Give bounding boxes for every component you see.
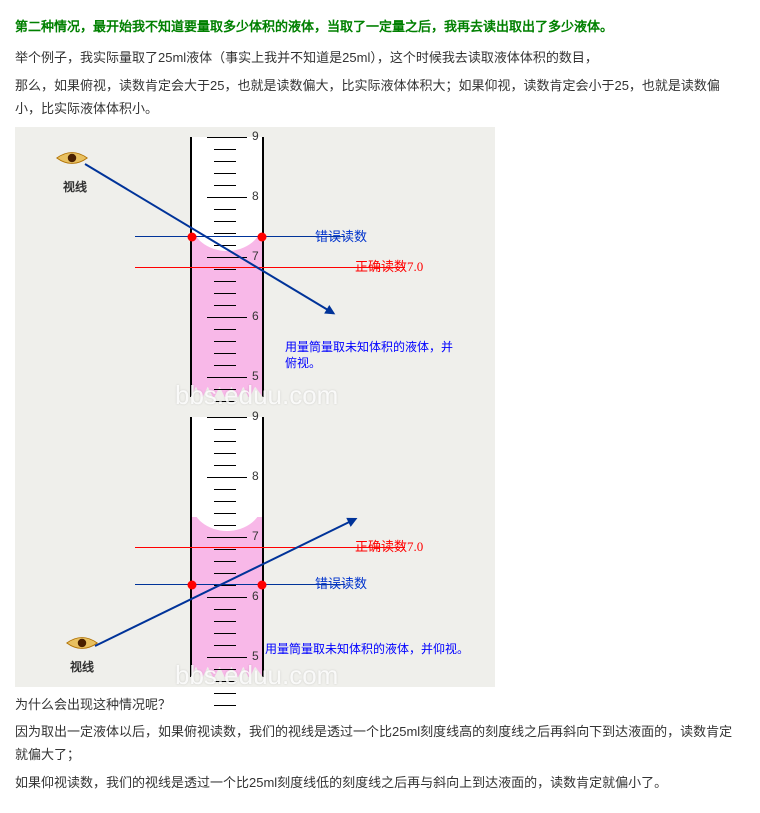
tick-label: 8 [252, 466, 259, 488]
tick-minor [214, 681, 236, 682]
tick-minor [214, 221, 236, 222]
paragraph-2: 那么，如果俯视，读数肯定会大于25，也就是读数偏大，比实际液体体积大；如果仰视，… [15, 74, 745, 121]
tick-major [207, 537, 247, 538]
tick-label: 9 [252, 406, 259, 428]
tick-major [207, 477, 247, 478]
diagram-top-view: 98765 视线 错误读数 正确读数7.0 用量筒量取未知体积的液体，并 俯视。… [15, 127, 495, 407]
tick-minor [214, 269, 236, 270]
tick-label: 9 [252, 126, 259, 148]
eye-icon [65, 632, 99, 654]
tick-minor [214, 441, 236, 442]
tick-minor [214, 513, 236, 514]
tick-minor [214, 561, 236, 562]
tick-minor [214, 453, 236, 454]
tick-label: 8 [252, 186, 259, 208]
tick-minor [214, 161, 236, 162]
paragraph-4: 因为取出一定液体以后，如果俯视读数，我们的视线是透过一个比25ml刻度线高的刻度… [15, 720, 745, 767]
paragraph-5: 如果仰视读数，我们的视线是透过一个比25ml刻度线低的刻度线之后再与斜向上到达液… [15, 771, 745, 794]
tick-major [207, 317, 247, 318]
tick-label: 6 [252, 306, 259, 328]
tick-minor [214, 365, 236, 366]
wrong-reading-line [135, 584, 345, 586]
tick-minor [214, 525, 236, 526]
tick-minor [214, 621, 236, 622]
tick-minor [214, 185, 236, 186]
tick-minor [214, 149, 236, 150]
section-title: 第二种情况，最开始我不知道要量取多少体积的液体，当取了一定量之后，我再去读出取出… [15, 15, 745, 38]
eye-label: 视线 [63, 177, 87, 199]
tick-minor [214, 389, 236, 390]
tick-minor [214, 401, 236, 402]
tick-minor [214, 693, 236, 694]
dot-left-wrong [188, 232, 197, 241]
tick-major [207, 197, 247, 198]
tick-major [207, 597, 247, 598]
tick-minor [214, 173, 236, 174]
tick-minor [214, 609, 236, 610]
eye-icon [55, 147, 89, 169]
diagram-bottom-view: 98765 视线 正确读数7.0 错误读数 用量筒量取未知体积的液体，并仰视。 … [15, 407, 495, 687]
tick-minor [214, 633, 236, 634]
diagram-caption: 用量筒量取未知体积的液体，并仰视。 [265, 639, 485, 661]
tick-minor [214, 489, 236, 490]
paragraph-1: 举个例子，我实际量取了25ml液体（事实上我并不知道是25ml），这个时候我去读… [15, 46, 745, 69]
tick-label: 7 [252, 526, 259, 548]
tick-minor [214, 549, 236, 550]
tick-minor [214, 645, 236, 646]
eye-label: 视线 [70, 657, 94, 679]
tick-minor [214, 341, 236, 342]
tick-minor [214, 329, 236, 330]
dot-right-wrong [258, 580, 267, 589]
tick-major [207, 137, 247, 138]
tick-minor [214, 233, 236, 234]
dot-left-wrong [188, 580, 197, 589]
tick-minor [214, 353, 236, 354]
wrong-reading-line [135, 236, 345, 238]
tick-minor [214, 501, 236, 502]
tick-minor [214, 429, 236, 430]
wrong-reading-label: 错误读数 [315, 225, 367, 248]
tick-label: 5 [252, 646, 259, 668]
tick-minor [214, 669, 236, 670]
tick-minor [214, 305, 236, 306]
diagram-caption-line2: 俯视。 [285, 353, 465, 375]
diagram-container: 98765 视线 错误读数 正确读数7.0 用量筒量取未知体积的液体，并 俯视。… [15, 127, 495, 687]
tick-minor [214, 209, 236, 210]
tick-minor [214, 705, 236, 706]
tick-major [207, 377, 247, 378]
tick-major [207, 417, 247, 418]
arrow-tip-icon [324, 305, 338, 319]
paragraph-3: 为什么会出现这种情况呢？ [15, 693, 745, 716]
tick-minor [214, 573, 236, 574]
tick-minor [214, 465, 236, 466]
tick-minor [214, 281, 236, 282]
correct-reading-label: 正确读数7.0 [355, 535, 423, 558]
correct-reading-label: 正确读数7.0 [355, 255, 423, 278]
tick-label: 6 [252, 586, 259, 608]
arrow-tip-icon [346, 513, 359, 526]
dot-right-wrong [258, 232, 267, 241]
tick-major [207, 657, 247, 658]
tick-minor [214, 293, 236, 294]
wrong-reading-label: 错误读数 [315, 572, 367, 595]
tick-label: 5 [252, 366, 259, 388]
